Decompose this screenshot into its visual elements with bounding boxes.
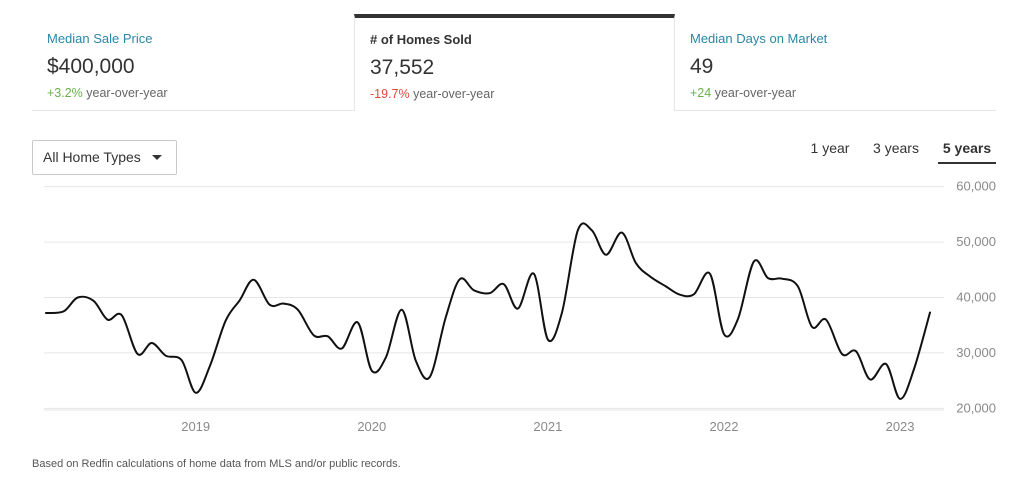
change-suffix: year-over-year <box>86 86 168 100</box>
stat-value: 37,552 <box>370 56 435 79</box>
range-tab-1-year[interactable]: 1 year <box>810 140 850 156</box>
y-tick-label: 20,000 <box>956 400 996 415</box>
y-tick-label: 60,000 <box>956 179 996 194</box>
x-tick-label: 2019 <box>181 419 210 434</box>
y-axis-ticks: 20,000 30,000 40,000 50,000 60,000 <box>956 179 996 416</box>
series-line <box>45 222 931 400</box>
range-tab-5-years[interactable]: 5 years <box>938 140 996 164</box>
caret-down-icon <box>152 155 162 160</box>
grid <box>44 186 944 411</box>
dropdown-selected-value: All Home Types <box>43 149 141 165</box>
stat-value: $400,000 <box>47 55 135 78</box>
stat-value: 49 <box>690 55 714 78</box>
change-value: +3.2% <box>47 86 83 100</box>
x-tick-label: 2021 <box>533 419 562 434</box>
stats-row: Median Sale Price $400,000 +3.2% year-ov… <box>32 14 996 112</box>
x-tick-label: 2020 <box>357 419 386 434</box>
stat-change: +24 year-over-year <box>690 86 996 100</box>
x-axis-ticks: 2019 2020 2021 2022 2023 <box>181 419 914 434</box>
range-tab-3-years[interactable]: 3 years <box>873 140 919 156</box>
x-tick-label: 2022 <box>710 419 739 434</box>
change-value: -19.7% <box>370 87 410 101</box>
stat-label: Median Sale Price <box>47 31 153 46</box>
stat-change: -19.7% year-over-year <box>370 87 674 101</box>
y-tick-label: 50,000 <box>956 234 996 249</box>
home-type-dropdown[interactable]: All Home Types <box>32 140 177 175</box>
change-suffix: year-over-year <box>714 86 796 100</box>
y-tick-label: 40,000 <box>956 290 996 305</box>
stat-median-days-on-market[interactable]: Median Days on Market 49 +24 year-over-y… <box>675 14 996 111</box>
stat-median-sale-price[interactable]: Median Sale Price $400,000 +3.2% year-ov… <box>32 14 354 111</box>
footnote: Based on Redfin calculations of home dat… <box>32 458 401 470</box>
change-value: +24 <box>690 86 712 100</box>
stat-homes-sold[interactable]: # of Homes Sold 37,552 -19.7% year-over-… <box>354 14 675 111</box>
x-tick-label: 2023 <box>886 419 915 434</box>
change-suffix: year-over-year <box>413 87 495 101</box>
y-tick-label: 30,000 <box>956 345 996 360</box>
stat-label: Median Days on Market <box>690 31 828 46</box>
stat-label: # of Homes Sold <box>370 32 472 47</box>
stat-change: +3.2% year-over-year <box>47 86 354 100</box>
